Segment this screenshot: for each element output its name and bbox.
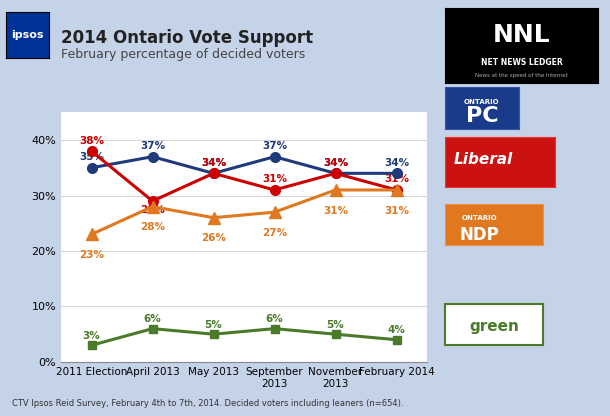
Text: 31%: 31% — [262, 174, 287, 184]
Text: 6%: 6% — [143, 314, 162, 324]
Text: 34%: 34% — [384, 158, 409, 168]
Text: CTV Ipsos Reid Survey, February 4th to 7th, 2014. Decided voters including leane: CTV Ipsos Reid Survey, February 4th to 7… — [12, 399, 404, 408]
Text: 2014 Ontario Vote Support: 2014 Ontario Vote Support — [61, 29, 313, 47]
Text: 27%: 27% — [262, 228, 287, 238]
Text: 4%: 4% — [387, 325, 406, 335]
Text: 3%: 3% — [82, 331, 101, 341]
Text: 5%: 5% — [326, 320, 345, 330]
Text: NET NEWS LEDGER: NET NEWS LEDGER — [481, 58, 562, 67]
Text: 35%: 35% — [79, 152, 104, 162]
Text: News at the speed of the Internet: News at the speed of the Internet — [475, 73, 568, 78]
Text: 6%: 6% — [265, 314, 284, 324]
Text: 37%: 37% — [262, 141, 287, 151]
Text: 34%: 34% — [201, 158, 226, 168]
Text: 31%: 31% — [323, 206, 348, 215]
Text: Liberal: Liberal — [454, 152, 514, 167]
Text: 29%: 29% — [140, 205, 165, 215]
Text: 23%: 23% — [79, 250, 104, 260]
Text: PC: PC — [465, 106, 498, 126]
Text: NNL: NNL — [493, 22, 550, 47]
Text: NDP: NDP — [459, 226, 500, 244]
Text: 38%: 38% — [79, 136, 104, 146]
Text: ipsos: ipsos — [11, 30, 44, 40]
Text: green: green — [469, 319, 519, 334]
Text: ONTARIO: ONTARIO — [462, 215, 497, 221]
Text: February percentage of decided voters: February percentage of decided voters — [61, 48, 305, 61]
Text: 26%: 26% — [201, 233, 226, 243]
Text: 31%: 31% — [384, 174, 409, 184]
Text: 34%: 34% — [201, 158, 226, 168]
Text: 34%: 34% — [323, 158, 348, 168]
Text: 34%: 34% — [323, 158, 348, 168]
Text: 31%: 31% — [384, 206, 409, 215]
Text: ONTARIO: ONTARIO — [464, 99, 500, 105]
Text: 5%: 5% — [204, 320, 223, 330]
Text: 37%: 37% — [140, 141, 165, 151]
Text: 28%: 28% — [140, 222, 165, 232]
